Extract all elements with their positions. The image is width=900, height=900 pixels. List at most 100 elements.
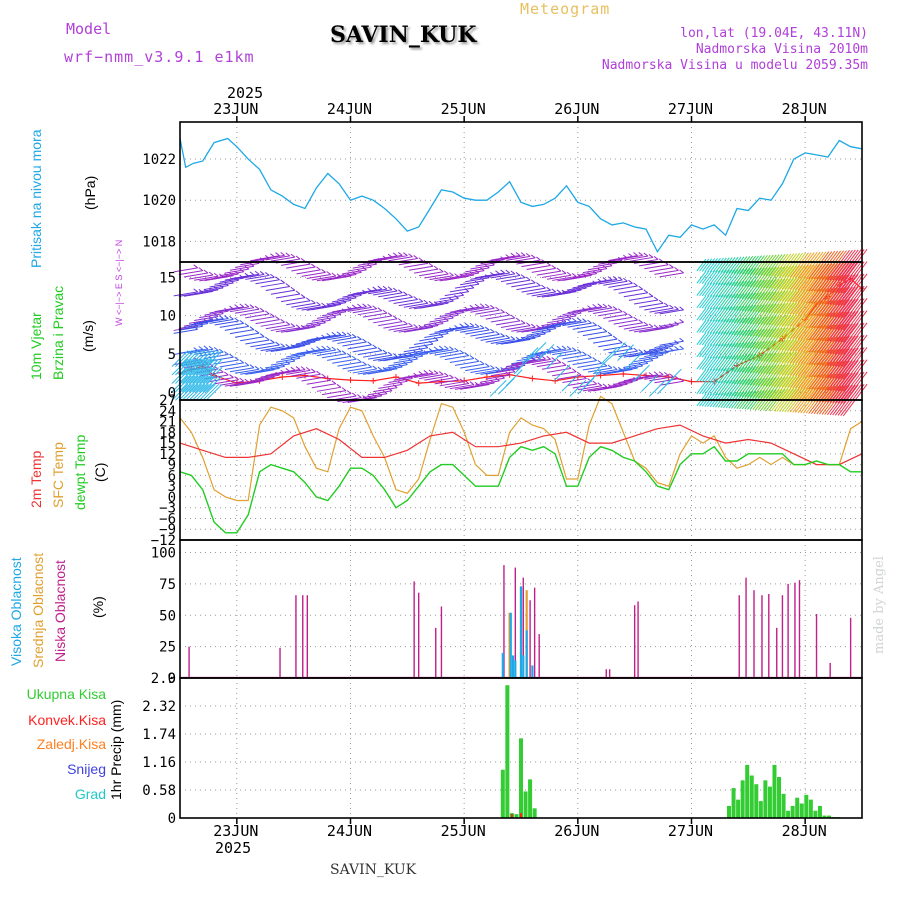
wind-barb-head — [495, 306, 500, 311]
wind-barb — [434, 276, 459, 282]
wind-barb — [755, 303, 771, 325]
wind-barb — [813, 349, 836, 378]
wind-barb-head — [643, 321, 649, 326]
wind-barb — [337, 361, 362, 367]
wind-barb — [701, 332, 713, 346]
wind-barb — [795, 350, 815, 377]
wind-barb — [609, 341, 626, 359]
wind-barb — [832, 372, 856, 404]
low-cloud-bar — [608, 669, 611, 678]
total-precip-bar — [754, 784, 759, 818]
wind-barb-head — [438, 333, 444, 338]
wind-barb — [255, 367, 280, 373]
wind-barb-head — [454, 295, 459, 299]
wind-barb-head — [392, 287, 398, 292]
low-cloud-bar — [794, 582, 796, 678]
cloud-tick-label: 0 — [168, 671, 176, 687]
wind-barb-head — [351, 392, 357, 397]
total-precip-bar — [514, 814, 519, 818]
wind-barb — [800, 313, 821, 340]
wind-barb — [709, 331, 721, 346]
wind-barb-head — [362, 303, 367, 308]
bottom-date-label: 26JUN — [554, 822, 599, 840]
total-precip-bar — [786, 810, 791, 818]
wind-barb — [728, 354, 742, 372]
wind-barb-head — [607, 364, 613, 369]
wind-barb-head — [607, 276, 613, 281]
wind-barb-head — [566, 346, 572, 350]
wind-barb-head — [623, 277, 628, 282]
wind-barb — [408, 326, 434, 332]
wind-barb — [408, 372, 434, 378]
wind-barb — [792, 350, 812, 376]
wind-barb — [623, 324, 648, 330]
wind-barb — [829, 298, 853, 330]
wind-barb — [715, 331, 727, 347]
wind-barb-head — [224, 315, 229, 319]
wind-barb — [367, 390, 393, 396]
wind-barb-head — [607, 304, 613, 309]
wind-barb — [403, 302, 428, 308]
wind-barb — [696, 369, 707, 382]
wind-barb — [465, 384, 490, 390]
wind-barb-head — [382, 285, 388, 290]
temp-tick-label: 3 — [168, 479, 176, 495]
wind-barb — [720, 330, 733, 347]
wind-barb — [832, 347, 856, 379]
wind-barb — [316, 313, 341, 319]
wind-barb — [219, 322, 244, 328]
wind-barb — [834, 249, 859, 281]
temp-tick-label: 12 — [159, 447, 176, 463]
wind-barb — [728, 268, 742, 286]
wind-barb — [449, 325, 474, 331]
wind-barb — [654, 269, 679, 275]
wind-barb-head — [597, 382, 603, 387]
wind-barb — [755, 279, 771, 300]
temp-tick-label: 18 — [159, 425, 176, 441]
wind-barb — [744, 292, 760, 312]
wind-barb — [747, 353, 762, 373]
wind-barb — [725, 269, 739, 286]
wind-barb — [725, 281, 739, 298]
sfc-temp-line — [179, 395, 863, 502]
wind-barb-head — [525, 252, 531, 257]
wind-barb-head — [321, 345, 326, 350]
wind-barb-head — [193, 264, 198, 269]
wind-barb — [192, 350, 209, 367]
precip-tick-label: 2.9 — [151, 671, 176, 687]
wind-barb-head — [264, 272, 270, 276]
wind-barb — [784, 326, 803, 351]
wind-barb — [781, 289, 801, 314]
wind-barb — [840, 273, 865, 306]
wind-barb — [771, 290, 789, 314]
wind-barb — [832, 298, 856, 330]
wind-barb — [723, 269, 736, 286]
wind-barb — [618, 288, 643, 294]
wind-barb — [800, 300, 821, 328]
wind-barb — [818, 373, 842, 403]
wind-barb — [625, 352, 642, 370]
wind-barb-head — [582, 351, 587, 356]
wind-barb — [701, 368, 713, 383]
wind-barb — [449, 274, 474, 280]
wind-barb — [199, 287, 224, 293]
wind-barb — [546, 274, 572, 280]
wind-barb — [712, 331, 724, 347]
wind-barb — [434, 314, 459, 320]
wind-barb — [813, 263, 836, 292]
wind-barb — [741, 267, 757, 287]
wind-barb — [818, 336, 842, 366]
wind-barb — [465, 267, 490, 273]
wind-barb — [618, 377, 643, 383]
wind-barb-head — [208, 345, 214, 350]
wind-barb — [531, 267, 556, 273]
wind-barb — [821, 299, 845, 329]
wind-barb — [717, 355, 730, 371]
wind-barb — [342, 292, 367, 298]
wind-barb-head — [444, 345, 449, 350]
wind-barb — [797, 251, 818, 279]
wind-barb — [802, 349, 824, 377]
wind-barb — [429, 330, 454, 336]
wind-barb — [598, 279, 623, 285]
wind-barb — [240, 310, 265, 316]
